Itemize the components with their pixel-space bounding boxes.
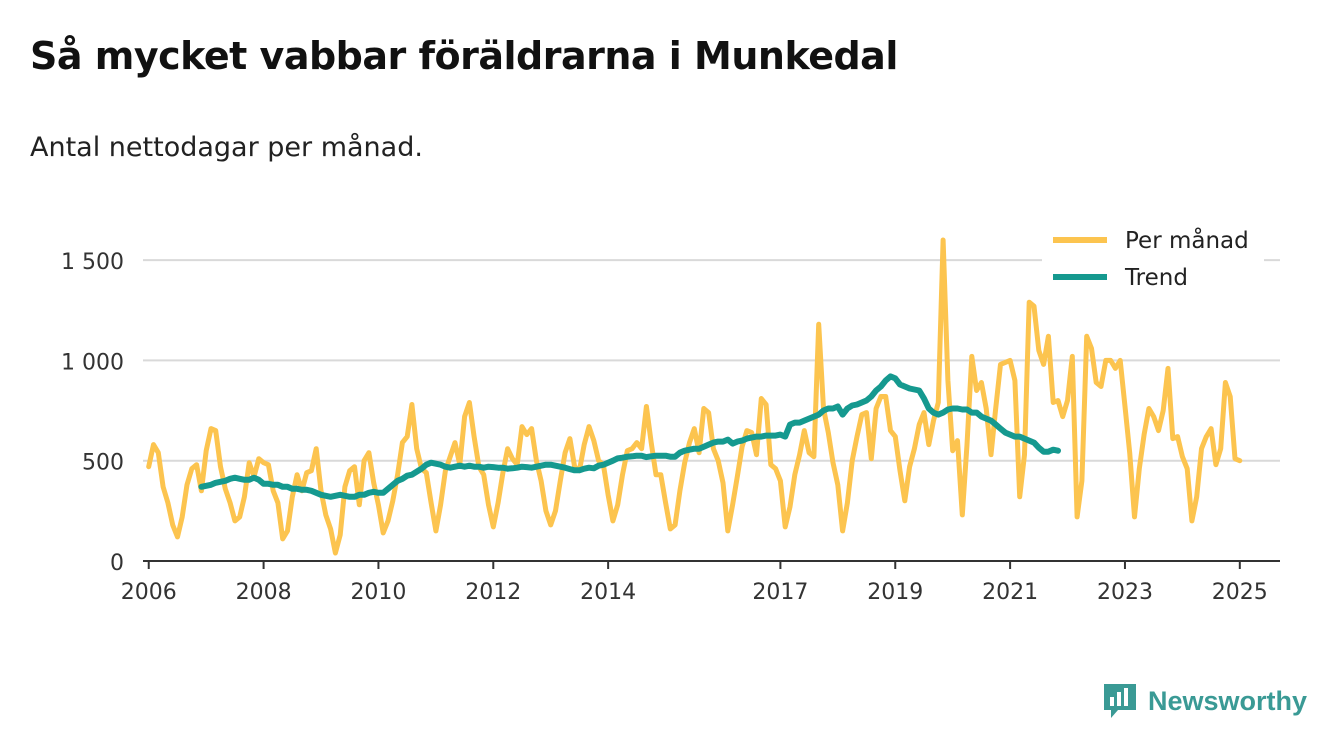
x-tick-label: 2008 bbox=[236, 580, 292, 605]
chart-subtitle: Antal nettodagar per månad. bbox=[30, 132, 423, 163]
y-tick-label: 0 bbox=[110, 551, 124, 576]
x-tick-label: 2014 bbox=[580, 580, 636, 605]
brand-name: Newsworthy bbox=[1148, 685, 1308, 716]
series-trend-line bbox=[198, 373, 1061, 500]
brand-logo: Newsworthy bbox=[1102, 682, 1307, 720]
newsworthy-logo-icon bbox=[1104, 684, 1136, 718]
legend-label: Per månad bbox=[1125, 226, 1249, 254]
x-tick-label: 2023 bbox=[1097, 580, 1153, 605]
series-lines bbox=[146, 237, 1243, 556]
x-tick-label: 2019 bbox=[867, 580, 923, 605]
chart-title: Så mycket vabbar föräldrarna i Munkedal bbox=[30, 34, 898, 78]
x-tick-label: 2021 bbox=[982, 580, 1038, 605]
x-tick-label: 2006 bbox=[121, 580, 177, 605]
x-tick-label: 2017 bbox=[752, 580, 808, 605]
legend-label: Trend bbox=[1124, 265, 1188, 291]
x-tick-label: 2010 bbox=[350, 580, 406, 605]
legend: Per månad Trend bbox=[1042, 222, 1264, 298]
y-tick-label: 1 500 bbox=[61, 250, 124, 275]
x-tick-label: 2025 bbox=[1212, 580, 1268, 605]
y-tick-label: 500 bbox=[82, 451, 124, 476]
y-axis: 0 500 1 000 1 500 bbox=[61, 250, 124, 576]
x-tick-label: 2012 bbox=[465, 580, 521, 605]
y-tick-label: 1 000 bbox=[61, 350, 124, 375]
legend-background bbox=[1042, 222, 1264, 298]
series-per-manad-line bbox=[146, 237, 1243, 556]
x-axis: 2006 2008 2010 2012 2014 2017 2019 2021 2023 2025 bbox=[121, 561, 1268, 605]
